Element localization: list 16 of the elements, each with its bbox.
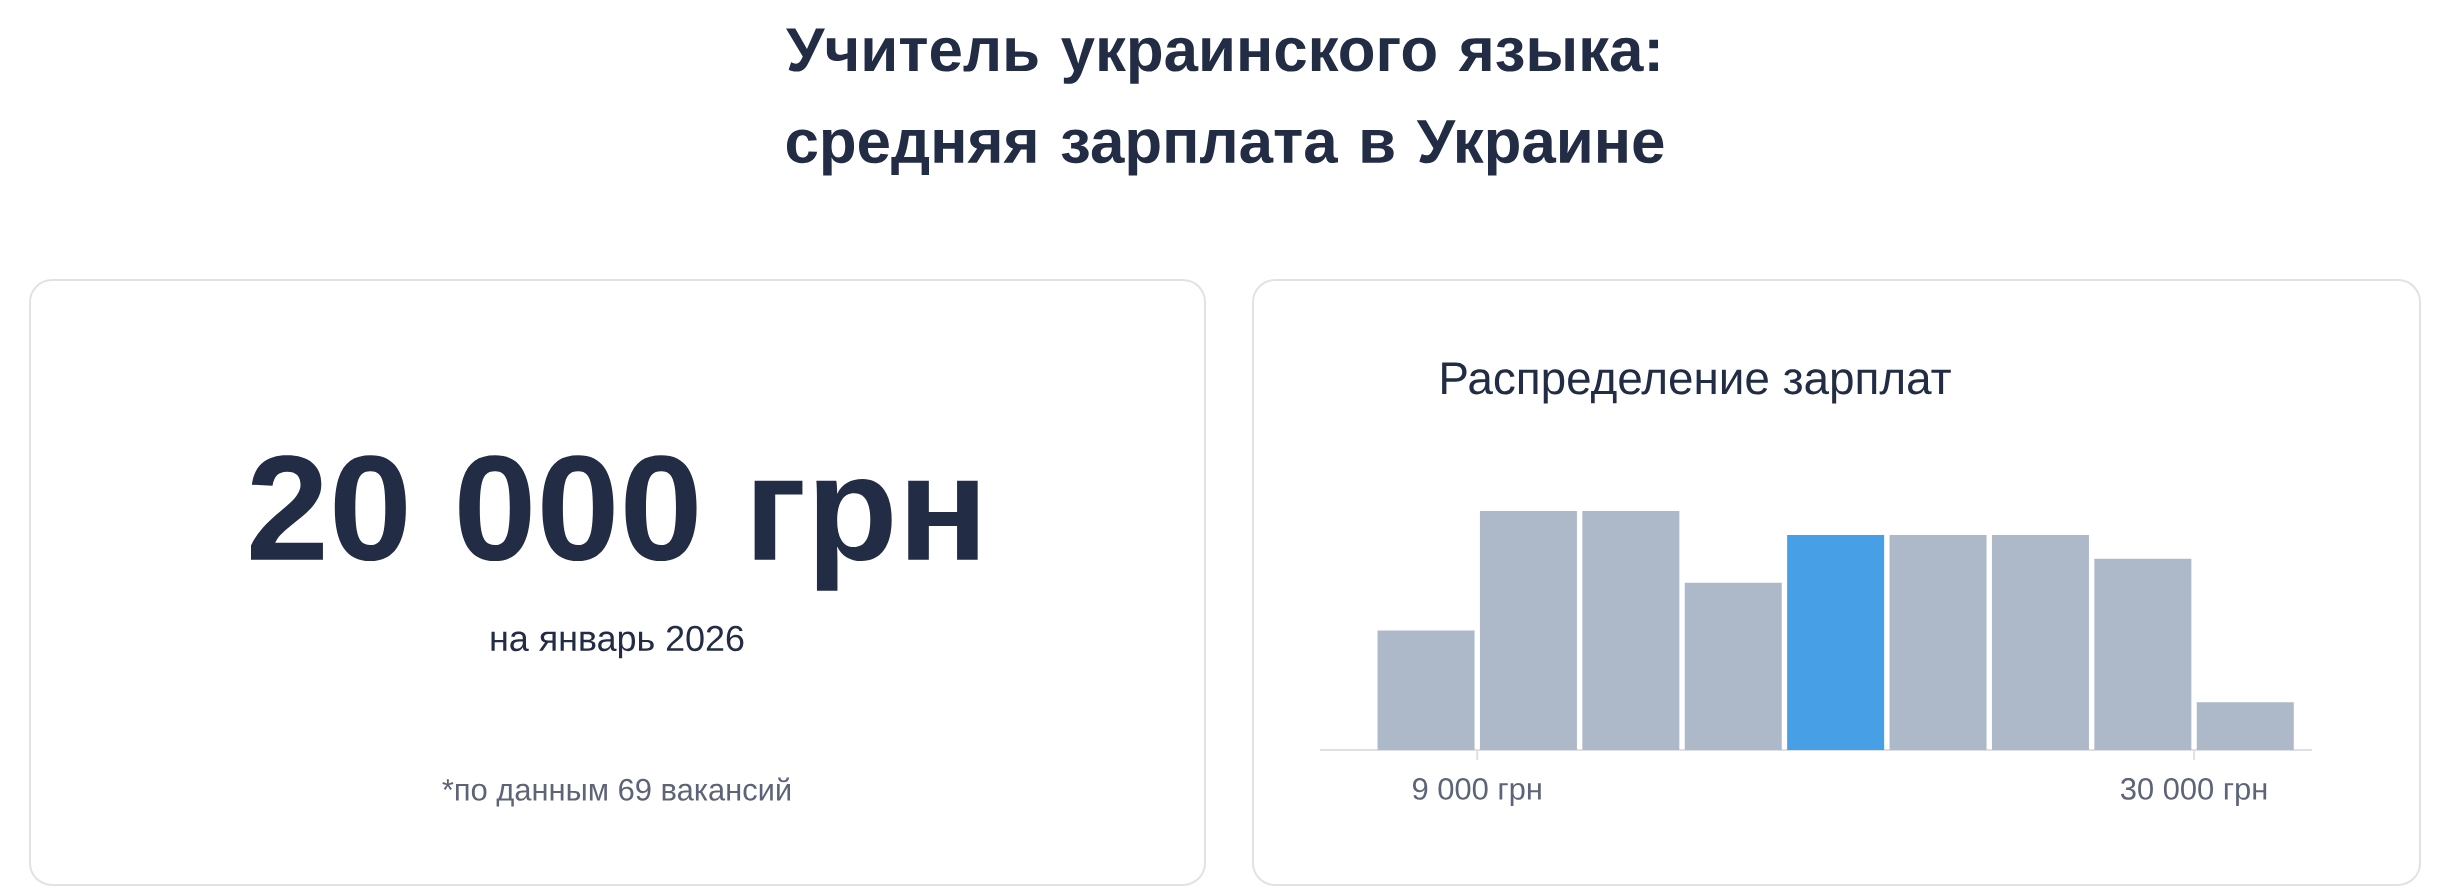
bar (1889, 534, 1987, 750)
bar (1479, 510, 1577, 750)
bar (1377, 630, 1475, 750)
bar (1991, 534, 2089, 750)
bar (1787, 534, 1885, 750)
text: 20 000 грн (251, 455, 978, 591)
chart-title: Распределение зарплат (1442, 362, 1951, 404)
text: *по данным 69 вакансий (442, 777, 791, 807)
bar (2196, 702, 2294, 750)
bar (2094, 558, 2192, 750)
bar (1684, 582, 1782, 750)
text: 30 000 грн (2120, 778, 2267, 806)
text: Учитель украинского языка: средняя зарплата в Украине (786, 28, 1664, 176)
text: на январь 2026 (491, 625, 744, 659)
text: 9 000 грн (1413, 778, 1541, 806)
bar (1582, 510, 1680, 750)
